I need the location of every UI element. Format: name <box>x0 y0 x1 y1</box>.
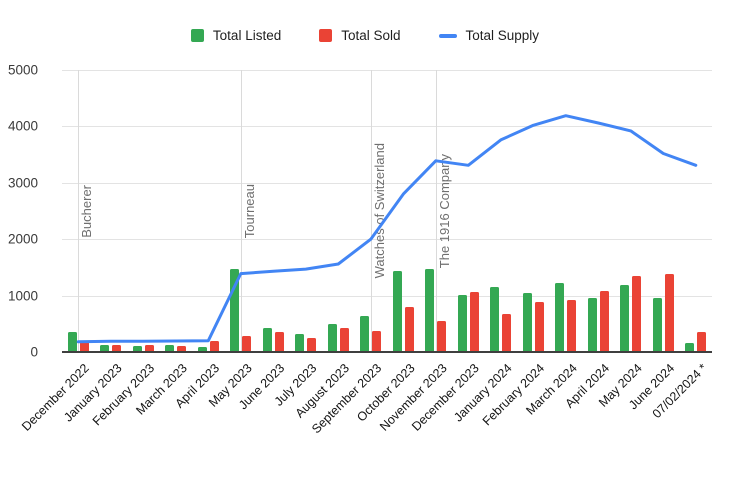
bar-total-listed <box>620 284 630 352</box>
gridline <box>62 70 712 71</box>
supply-line-chart <box>76 114 698 344</box>
bar-total-sold <box>534 302 544 352</box>
supply-line <box>76 114 698 344</box>
y-axis-label: 4000 <box>7 118 38 134</box>
annotation-line <box>78 70 80 352</box>
chart-legend: Total Listed Total Sold Total Supply <box>0 28 730 43</box>
bar-total-sold <box>112 345 122 352</box>
bar-total-listed <box>522 293 532 352</box>
legend-item-total-sold: Total Sold <box>319 28 401 43</box>
bar-total-sold <box>274 331 284 352</box>
bar-total-sold <box>144 344 154 352</box>
y-axis-label: 1000 <box>7 288 38 304</box>
bar-total-listed <box>132 345 142 352</box>
bar-total-listed <box>490 286 500 352</box>
bar-total-listed <box>197 346 207 352</box>
bar-total-listed <box>360 316 370 352</box>
legend-item-total-supply: Total Supply <box>438 28 540 43</box>
y-axis-label: 0 <box>30 344 38 360</box>
bar-total-sold <box>79 341 89 352</box>
bar-total-listed <box>327 323 337 352</box>
bar-total-listed <box>262 327 272 352</box>
bar-total-sold <box>404 307 414 352</box>
bar-total-listed <box>67 332 77 352</box>
bar-total-sold <box>502 313 512 352</box>
bar-total-sold <box>307 337 317 352</box>
bar-total-sold <box>599 290 609 352</box>
annotation-line <box>240 70 242 352</box>
annotation-line <box>435 70 437 352</box>
bar-total-listed <box>165 345 175 352</box>
y-axis-label: 3000 <box>7 175 38 191</box>
legend-label: Total Listed <box>212 28 282 43</box>
legend-swatch-icon <box>438 33 457 38</box>
bar-total-sold <box>469 292 479 352</box>
bar-total-listed <box>457 295 467 352</box>
bar-total-sold <box>372 330 382 352</box>
bar-total-listed <box>230 269 240 352</box>
gridline <box>62 126 712 128</box>
y-axis-label: 2000 <box>7 231 38 247</box>
x-axis-line <box>62 351 712 353</box>
bar-total-sold <box>437 320 447 352</box>
legend-item-total-listed: Total Listed <box>190 28 282 43</box>
bar-total-listed <box>295 333 305 352</box>
bar-total-listed <box>100 345 110 352</box>
bar-total-sold <box>339 327 349 352</box>
plot-area: 0 1000 2000 3000 4000 5000 Bucherer Tourneau Wat… <box>8 63 712 360</box>
legend-swatch-icon <box>319 29 333 42</box>
bar-total-listed <box>652 297 662 352</box>
bar-total-sold <box>209 341 219 352</box>
bar-total-listed <box>392 270 402 352</box>
bar-total-sold <box>664 273 674 352</box>
gridline <box>62 295 712 297</box>
bar-total-listed <box>425 269 435 352</box>
annotation-line <box>370 70 372 352</box>
bar-total-sold <box>632 276 642 352</box>
bar-total-listed <box>555 283 565 352</box>
bar-total-sold <box>567 299 577 352</box>
gridline <box>62 182 712 184</box>
bar-total-listed <box>685 342 695 352</box>
y-axis-label: 5000 <box>7 62 38 78</box>
legend-label: Total Sold <box>341 28 401 43</box>
bar-total-sold <box>697 331 707 352</box>
bar-total-sold <box>242 335 252 352</box>
bar-total-listed <box>587 297 597 352</box>
bar-total-sold <box>177 345 187 352</box>
gridline <box>62 239 712 241</box>
legend-swatch-icon <box>190 29 204 42</box>
legend-label: Total Supply <box>465 28 540 43</box>
